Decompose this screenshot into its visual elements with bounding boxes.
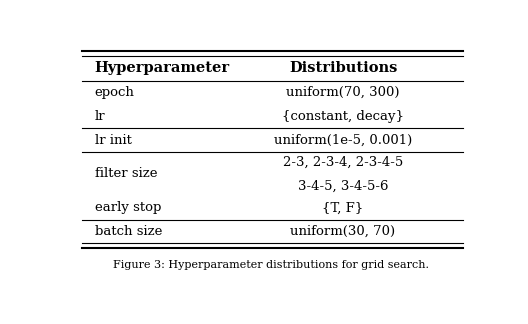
Text: uniform(70, 300): uniform(70, 300) bbox=[286, 86, 400, 99]
Text: lr init: lr init bbox=[95, 133, 131, 147]
Text: {T, F}: {T, F} bbox=[323, 201, 364, 214]
Text: early stop: early stop bbox=[95, 201, 161, 214]
Text: 2-3, 2-3-4, 2-3-4-5: 2-3, 2-3-4, 2-3-4-5 bbox=[283, 156, 403, 168]
Text: batch size: batch size bbox=[95, 225, 162, 238]
Text: filter size: filter size bbox=[95, 168, 157, 180]
Text: uniform(30, 70): uniform(30, 70) bbox=[290, 225, 395, 238]
Text: Distributions: Distributions bbox=[289, 61, 397, 75]
Text: Hyperparameter: Hyperparameter bbox=[95, 61, 230, 75]
Text: Figure 3: Hyperparameter distributions for grid search.: Figure 3: Hyperparameter distributions f… bbox=[112, 260, 429, 271]
Text: lr: lr bbox=[95, 110, 105, 123]
Text: 3-4-5, 3-4-5-6: 3-4-5, 3-4-5-6 bbox=[298, 179, 388, 192]
Text: epoch: epoch bbox=[95, 86, 135, 99]
Text: {constant, decay}: {constant, decay} bbox=[282, 110, 404, 123]
Text: uniform(1e-5, 0.001): uniform(1e-5, 0.001) bbox=[274, 133, 412, 147]
